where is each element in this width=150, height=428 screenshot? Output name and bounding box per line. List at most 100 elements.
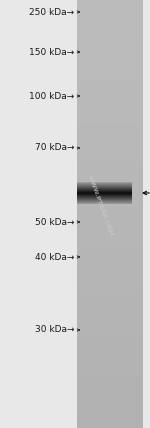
Bar — [77, 120, 143, 121]
Bar — [77, 314, 143, 315]
Bar — [77, 34, 143, 36]
Bar — [77, 210, 143, 211]
Bar — [77, 271, 143, 273]
Bar — [77, 344, 143, 345]
Bar — [77, 208, 143, 210]
Bar — [77, 364, 143, 365]
Text: 40 kDa→: 40 kDa→ — [35, 253, 74, 262]
Bar — [77, 214, 143, 215]
Bar — [77, 197, 143, 198]
Bar — [77, 298, 143, 300]
Bar — [77, 291, 143, 292]
Bar — [77, 360, 143, 361]
Bar — [77, 51, 143, 53]
Bar — [77, 131, 143, 133]
Bar — [77, 245, 143, 247]
Bar — [77, 73, 143, 74]
Bar — [77, 241, 143, 243]
Bar — [77, 65, 143, 67]
Bar — [77, 220, 143, 221]
Bar — [77, 14, 143, 16]
Bar — [77, 80, 143, 81]
Bar — [77, 254, 143, 256]
Bar — [77, 256, 143, 257]
Bar — [77, 207, 143, 208]
Bar — [77, 59, 143, 60]
Bar — [77, 377, 143, 378]
Bar — [77, 354, 143, 355]
Bar — [77, 408, 143, 410]
Bar — [77, 111, 143, 113]
Bar — [77, 352, 143, 354]
Bar — [77, 312, 143, 314]
Bar — [77, 172, 143, 174]
Bar — [77, 235, 143, 237]
Bar — [77, 43, 143, 44]
Bar — [77, 262, 143, 264]
Bar — [77, 7, 143, 9]
Bar — [77, 157, 143, 158]
Bar — [77, 331, 143, 333]
Bar — [77, 127, 143, 128]
Bar — [77, 121, 143, 123]
Bar — [77, 47, 143, 48]
Bar — [77, 3, 143, 4]
Bar — [77, 419, 143, 421]
Bar — [77, 39, 143, 40]
Bar — [77, 151, 143, 153]
Bar — [77, 74, 143, 76]
Bar — [77, 422, 143, 424]
Bar — [77, 9, 143, 10]
Bar — [77, 160, 143, 161]
Text: 250 kDa→: 250 kDa→ — [29, 8, 74, 17]
Bar — [77, 31, 143, 33]
Bar — [77, 163, 143, 164]
Bar — [77, 305, 143, 307]
Bar — [77, 134, 143, 136]
Bar — [77, 410, 143, 411]
Bar — [77, 101, 143, 103]
Bar — [77, 231, 143, 232]
Bar — [77, 53, 143, 54]
Bar — [77, 265, 143, 267]
Bar — [77, 46, 143, 47]
Bar — [77, 4, 143, 6]
Bar — [77, 334, 143, 335]
Text: WWW.PTGAB.COM: WWW.PTGAB.COM — [87, 174, 114, 237]
Bar — [77, 98, 143, 100]
Bar — [77, 424, 143, 425]
Bar — [77, 238, 143, 240]
Bar — [77, 315, 143, 317]
Bar — [77, 218, 143, 220]
Bar — [77, 113, 143, 114]
Bar — [77, 86, 143, 87]
Bar — [77, 270, 143, 271]
Bar — [77, 244, 143, 245]
Bar — [77, 264, 143, 265]
Bar — [77, 13, 143, 14]
Bar — [77, 67, 143, 68]
Bar — [77, 281, 143, 282]
Bar — [77, 149, 143, 150]
Bar — [77, 117, 143, 119]
Bar — [77, 54, 143, 56]
Bar — [77, 17, 143, 18]
Bar — [77, 68, 143, 70]
Bar — [77, 300, 143, 301]
Bar — [77, 369, 143, 371]
Bar — [77, 324, 143, 325]
Bar — [77, 20, 143, 21]
Bar — [77, 224, 143, 226]
Bar — [77, 158, 143, 160]
Bar — [77, 0, 143, 1]
Bar — [77, 337, 143, 338]
Bar — [77, 10, 143, 12]
Bar — [77, 202, 143, 204]
Bar — [77, 335, 143, 337]
Bar — [77, 385, 143, 386]
Bar — [77, 404, 143, 405]
Text: 30 kDa→: 30 kDa→ — [35, 326, 74, 335]
Bar — [77, 140, 143, 141]
Bar — [77, 87, 143, 89]
Bar — [77, 327, 143, 328]
